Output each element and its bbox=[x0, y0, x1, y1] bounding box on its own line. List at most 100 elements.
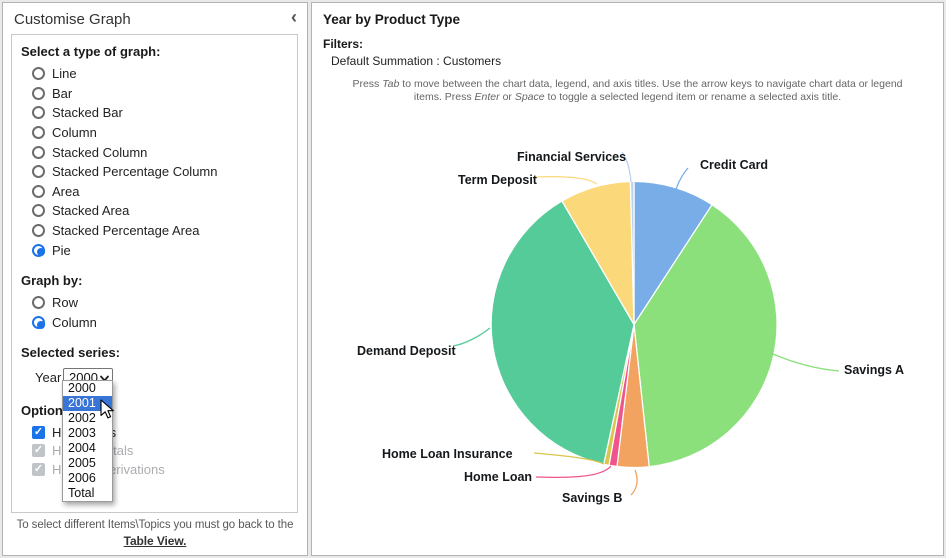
sidebar-footer: To select different Items\Topics you mus… bbox=[3, 519, 307, 548]
callout-savings-b bbox=[630, 469, 638, 496]
dropdown-option-total[interactable]: Total bbox=[68, 486, 95, 500]
graph-by-list: Row Column bbox=[12, 293, 297, 333]
checkbox-option-hide-all-derivations: ✓Hide All Derivations bbox=[12, 460, 297, 479]
radio-icon[interactable] bbox=[32, 184, 45, 198]
options-list: ✓Hide Totals✓Hide All Totals✓Hide All De… bbox=[12, 423, 297, 479]
customise-graph-header: Customise Graph ‹ bbox=[3, 3, 307, 33]
graph-type-list: Line Bar Stacked Bar Column Stacked Column St… bbox=[12, 64, 297, 260]
radio-option-line[interactable]: Line bbox=[12, 64, 297, 84]
dropdown-option-2005[interactable]: 2005 bbox=[68, 456, 96, 470]
radio-icon[interactable] bbox=[32, 165, 45, 179]
selected-series-heading: Selected series: bbox=[21, 344, 121, 360]
radio-selected-icon[interactable] bbox=[32, 243, 45, 257]
radio-label: Stacked Column bbox=[52, 144, 148, 160]
filters-value: Default Summation : Customers bbox=[331, 54, 502, 68]
callout-credit-card bbox=[672, 167, 689, 201]
callout-term-deposit bbox=[535, 176, 598, 185]
pie-label-home-loan-insurance: Home Loan Insurance bbox=[382, 447, 513, 461]
checkbox-option-hide-totals[interactable]: ✓Hide Totals bbox=[12, 423, 297, 442]
radio-option-column[interactable]: Column bbox=[12, 313, 297, 333]
pie-slice-savings-a[interactable] bbox=[633, 204, 778, 468]
pie-label-financial-services: Financial Services bbox=[517, 150, 626, 164]
dropdown-option-2002[interactable]: 2002 bbox=[68, 411, 96, 425]
graph-by-heading: Graph by: bbox=[21, 272, 83, 288]
radio-option-stacked-percentage-column[interactable]: Stacked Percentage Column bbox=[12, 162, 297, 182]
instr-key-enter: Enter bbox=[474, 91, 500, 103]
dropdown-option-2006[interactable]: 2006 bbox=[68, 471, 96, 485]
filters-heading: Filters: bbox=[323, 37, 364, 51]
collapse-panel-icon[interactable]: ‹ bbox=[291, 7, 297, 27]
radio-option-area[interactable]: Area bbox=[12, 182, 297, 202]
checkbox-icon: ✓ bbox=[32, 462, 45, 476]
radio-icon[interactable] bbox=[32, 145, 45, 159]
radio-option-stacked-column[interactable]: Stacked Column bbox=[12, 142, 297, 162]
radio-option-row[interactable]: Row bbox=[12, 293, 297, 313]
checkbox-icon[interactable]: ✓ bbox=[32, 425, 45, 439]
instr-part: Press bbox=[352, 78, 383, 90]
callout-savings-a bbox=[772, 353, 840, 372]
radio-label: Pie bbox=[52, 242, 71, 258]
pie-chart: Credit Card Savings A Savings B Home Loa… bbox=[357, 150, 904, 505]
radio-option-stacked-area[interactable]: Stacked Area bbox=[12, 201, 297, 221]
radio-label: Stacked Percentage Area bbox=[52, 223, 200, 239]
radio-label: Stacked Bar bbox=[52, 105, 123, 121]
radio-option-column[interactable]: Column bbox=[12, 123, 297, 143]
pie-label-savings-a: Savings A bbox=[844, 363, 904, 377]
table-view-link[interactable]: Table View. bbox=[123, 534, 187, 548]
series-label: Year bbox=[35, 370, 62, 386]
graph-settings-box: Select a type of graph: Line Bar Stacked B… bbox=[11, 34, 298, 513]
callout-financial-services bbox=[621, 151, 632, 183]
radio-label: Row bbox=[52, 295, 79, 311]
instr-part: or bbox=[499, 91, 515, 103]
pie-label-home-loan: Home Loan bbox=[464, 470, 532, 484]
pie-slices bbox=[490, 180, 778, 469]
pie-slice-demand-deposit[interactable] bbox=[490, 200, 635, 465]
instr-key-space: Space bbox=[514, 91, 545, 103]
callout-home-loan bbox=[535, 465, 612, 479]
radio-icon[interactable] bbox=[32, 126, 45, 140]
footer-text: To select different Items\Topics you mus… bbox=[16, 519, 294, 531]
callout-home-loan-insurance bbox=[533, 452, 605, 465]
radio-option-pie[interactable]: Pie bbox=[12, 240, 297, 260]
pie-label-savings-b: Savings B bbox=[562, 491, 622, 505]
dropdown-option-2004[interactable]: 2004 bbox=[68, 441, 96, 455]
radio-label: Column bbox=[52, 315, 97, 331]
radio-icon[interactable] bbox=[32, 106, 45, 120]
graph-type-heading: Select a type of graph: bbox=[21, 44, 161, 59]
radio-icon[interactable] bbox=[32, 67, 45, 81]
checkbox-icon: ✓ bbox=[32, 444, 45, 458]
radio-option-bar[interactable]: Bar bbox=[12, 84, 297, 104]
callout-demand-deposit bbox=[452, 327, 491, 347]
radio-label: Stacked Percentage Column bbox=[52, 164, 218, 180]
pie-label-credit-card: Credit Card bbox=[700, 158, 768, 172]
radio-label: Stacked Area bbox=[52, 203, 130, 219]
dropdown-option-2001[interactable]: 2001 bbox=[63, 396, 112, 411]
radio-icon[interactable] bbox=[32, 86, 45, 100]
radio-label: Bar bbox=[52, 85, 73, 101]
pie-label-term-deposit: Term Deposit bbox=[458, 173, 538, 187]
instr-part: to move between the chart data, legend, … bbox=[399, 78, 903, 103]
year-dropdown-list: 2000 2001 2002 2003 2004 2005 2006 Total bbox=[62, 380, 113, 502]
graph-view-panel: Year by Product Type Filters: Default Su… bbox=[311, 2, 944, 556]
mouse-cursor bbox=[100, 399, 114, 419]
chart-title: Year by Product Type bbox=[323, 12, 461, 27]
panel-title: Customise Graph bbox=[14, 11, 131, 28]
radio-label: Line bbox=[52, 66, 77, 82]
keyboard-instructions: Press Tab to move between the chart data… bbox=[350, 78, 905, 104]
pie-slice-credit-card[interactable] bbox=[633, 180, 713, 326]
pie-label-demand-deposit: Demand Deposit bbox=[357, 344, 456, 358]
options-heading: Options bbox=[21, 402, 71, 418]
radio-icon[interactable] bbox=[32, 296, 45, 310]
instr-key-tab: Tab bbox=[382, 78, 400, 90]
dropdown-option-2003[interactable]: 2003 bbox=[68, 426, 96, 440]
dropdown-option-2000[interactable]: 2000 bbox=[68, 381, 96, 395]
radio-icon[interactable] bbox=[32, 224, 45, 238]
radio-icon[interactable] bbox=[32, 204, 45, 218]
checkbox-option-hide-all-totals: ✓Hide All Totals bbox=[12, 442, 297, 461]
radio-option-stacked-bar[interactable]: Stacked Bar bbox=[12, 103, 297, 123]
radio-label: Area bbox=[52, 183, 80, 199]
radio-option-stacked-percentage-area[interactable]: Stacked Percentage Area bbox=[12, 221, 297, 241]
radio-selected-icon[interactable] bbox=[32, 316, 45, 330]
instr-part: to toggle a selected legend item or rena… bbox=[544, 91, 842, 103]
customise-graph-panel: Customise Graph ‹ Select a type of graph… bbox=[2, 2, 308, 556]
